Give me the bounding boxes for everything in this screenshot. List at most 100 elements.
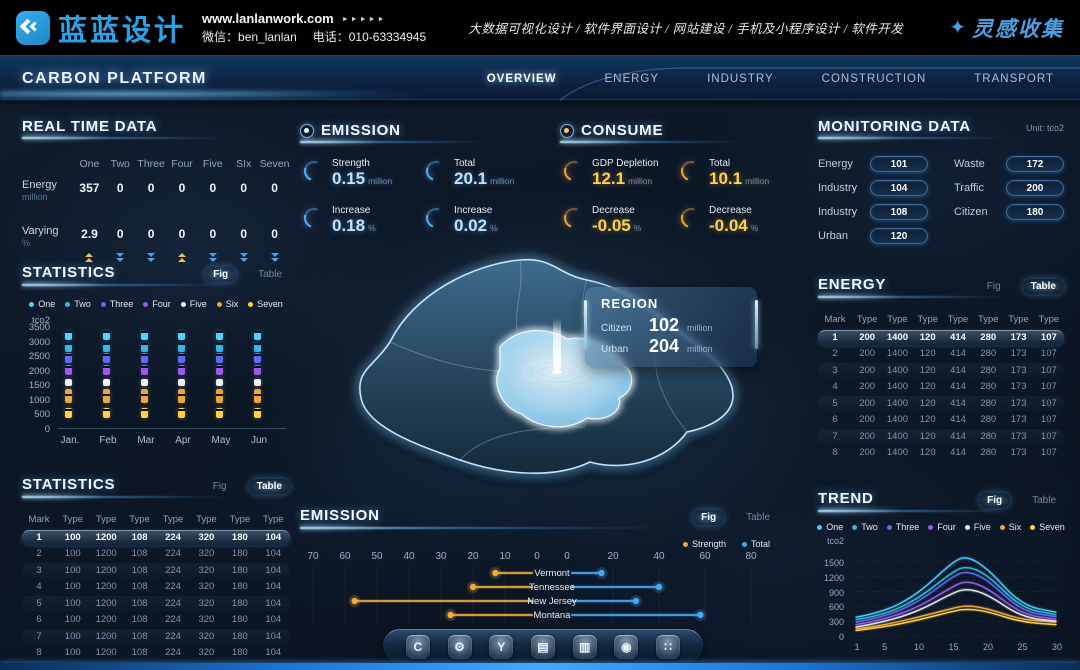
value-cell: 0 <box>116 226 124 241</box>
nav-item-energy[interactable]: ENERGY <box>604 72 660 85</box>
strength-dot <box>469 583 477 591</box>
table-toggle[interactable]: Table <box>248 479 290 494</box>
table-row[interactable]: 8 100 1200 108 224 320 180 104 <box>22 645 290 660</box>
chart-board-icon[interactable]: ▥ <box>572 634 597 659</box>
region-3d-map[interactable] <box>295 222 785 512</box>
value-cell: 0 <box>178 181 186 195</box>
table-cell: 200 <box>859 447 876 458</box>
table-row[interactable]: 4 200 1400 120 414 280 173 107 <box>818 379 1064 394</box>
table-cell: 8 <box>832 447 838 458</box>
table-toggle[interactable]: Table <box>258 269 282 280</box>
stats-legend-seven[interactable]: Seven <box>248 299 283 309</box>
table-cell: 108 <box>131 532 148 543</box>
table-cell: 1400 <box>886 397 908 409</box>
table-toggle[interactable]: Table <box>1032 495 1056 506</box>
table-cell: 100 <box>64 548 81 559</box>
table-row[interactable]: 5 100 1200 108 224 320 180 104 <box>22 595 290 611</box>
trend-legend-five[interactable]: Five <box>964 522 991 532</box>
table-row[interactable]: 1 200 1400 120 414 280 173 107 <box>818 329 1064 345</box>
monitoring-item: Industry 104 <box>818 180 928 196</box>
fig-toggle[interactable]: Fig <box>979 493 1011 508</box>
column-segment-two <box>178 342 185 352</box>
row-label: Energy million <box>22 175 74 203</box>
table-toggle[interactable]: Table <box>746 512 770 523</box>
contact-block: www.lanlanwork.com ►►►►► 微信：ben_lanlan 电话：… <box>202 9 426 47</box>
stats-legend-five[interactable]: Five <box>180 299 207 309</box>
table-cell: 1400 <box>886 447 908 458</box>
trend-legend-seven[interactable]: Seven <box>1030 522 1065 532</box>
website-link[interactable]: www.lanlanwork.com <box>202 10 334 26</box>
row-unit: % <box>22 238 31 249</box>
trend-svg <box>852 555 1060 637</box>
emission-legend-strength[interactable]: Strength <box>682 539 726 549</box>
trend-legend-six[interactable]: Six <box>999 522 1021 532</box>
fig-toggle[interactable]: Fig <box>986 281 1001 292</box>
tooltip-row: Urban 204 million <box>601 336 741 357</box>
kiosk-icon[interactable]: ▤ <box>530 634 555 659</box>
consume-stat-grid: GDP Depletion 12.1 million Total 10.1 million… <box>560 157 798 235</box>
table-row[interactable]: 8 200 1400 120 414 280 173 107 <box>818 445 1064 460</box>
plot-area <box>58 327 286 429</box>
stats-legend-two[interactable]: Two <box>65 299 91 309</box>
stats-legend-three[interactable]: Three <box>100 299 133 309</box>
stat-unit: million <box>368 176 393 186</box>
table-row[interactable]: 7 200 1400 120 414 280 173 107 <box>818 428 1064 444</box>
table-row[interactable]: 4 100 1200 108 224 320 180 104 <box>22 579 290 594</box>
y-tick-label: 3500 <box>28 322 50 333</box>
table-row[interactable]: 3 200 1400 120 414 280 173 107 <box>818 362 1064 378</box>
fig-toggle[interactable]: Fig <box>212 481 227 492</box>
monitoring-item: Citizen 180 <box>954 204 1064 220</box>
strength-dot <box>351 597 358 605</box>
table-row[interactable]: 1 100 1200 108 224 320 180 104 <box>22 529 290 545</box>
legend-label: Four <box>152 299 171 309</box>
y-tick-label: 900 <box>828 587 844 598</box>
fig-toggle[interactable]: Fig <box>205 267 237 282</box>
stats-legend-six[interactable]: Six <box>216 299 238 309</box>
nav-item-transport[interactable]: TRANSPORT <box>974 72 1054 85</box>
nav-item-overview[interactable]: OVERVIEW <box>486 72 557 85</box>
table-cell: 280 <box>980 414 997 425</box>
trend-legend-four[interactable]: Four <box>928 522 956 532</box>
fig-toggle[interactable]: Fig <box>693 510 725 525</box>
table-cell: 320 <box>198 532 215 543</box>
apps-grid-icon[interactable]: ∷ <box>656 634 681 659</box>
table-cell: 107 <box>1040 348 1057 359</box>
header-cell: Type <box>1038 314 1060 325</box>
nut-icon[interactable]: ◉ <box>614 634 639 659</box>
collection-brand[interactable]: ✦ 灵感收集 <box>949 13 1064 43</box>
stat-label: Increase <box>454 204 493 216</box>
state-label: Tennessee <box>529 582 575 593</box>
column-segment-three <box>216 352 223 364</box>
table-row[interactable]: 6 100 1200 108 224 320 180 104 <box>22 612 290 627</box>
lanlan-logo-icon[interactable] <box>16 10 50 45</box>
trend-legend-three[interactable]: Three <box>886 522 919 532</box>
home-c-icon[interactable]: C <box>405 634 430 659</box>
gear-icon[interactable]: ⚙ <box>447 634 472 659</box>
table-toggle[interactable]: Table <box>1022 279 1064 294</box>
table-row[interactable]: 3 100 1200 108 224 320 180 104 <box>22 562 290 578</box>
trend-legend-two[interactable]: Two <box>852 522 878 532</box>
legend-dot-icon <box>29 301 35 307</box>
table-row[interactable]: 5 200 1400 120 414 280 173 107 <box>818 395 1064 411</box>
nav-item-industry[interactable]: INDUSTRY <box>707 72 774 85</box>
emission-legend-total[interactable]: Total <box>741 539 770 549</box>
trend-legend-one[interactable]: One <box>817 522 843 532</box>
table-cell: 180 <box>231 581 248 592</box>
table-cell: 107 <box>1040 430 1057 442</box>
table-row[interactable]: 2 200 1400 120 414 280 173 107 <box>818 346 1064 361</box>
title-swoosh <box>560 137 798 146</box>
nav-item-construction[interactable]: CONSTRUCTION <box>821 72 927 85</box>
column-segment-seven <box>178 407 185 418</box>
stats-legend-one[interactable]: One <box>29 299 55 309</box>
table-row[interactable]: 2 100 1200 108 224 320 180 104 <box>22 546 290 561</box>
stat-value-number: 20.1 <box>454 169 488 188</box>
stats-legend-four[interactable]: Four <box>143 299 171 309</box>
table-cell: 414 <box>950 430 966 442</box>
table-cell: 104 <box>265 647 282 658</box>
y-badge-icon[interactable]: Y <box>489 634 514 659</box>
table-row[interactable]: 6 200 1400 120 414 280 173 107 <box>818 412 1064 427</box>
table-row[interactable]: 7 100 1200 108 224 320 180 104 <box>22 628 290 644</box>
table-cell: 7 <box>832 430 838 442</box>
table-cell: 180 <box>231 548 248 559</box>
consume-stats-panel: CONSUME GDP Depletion 12.1 million Total 10.… <box>560 122 798 235</box>
